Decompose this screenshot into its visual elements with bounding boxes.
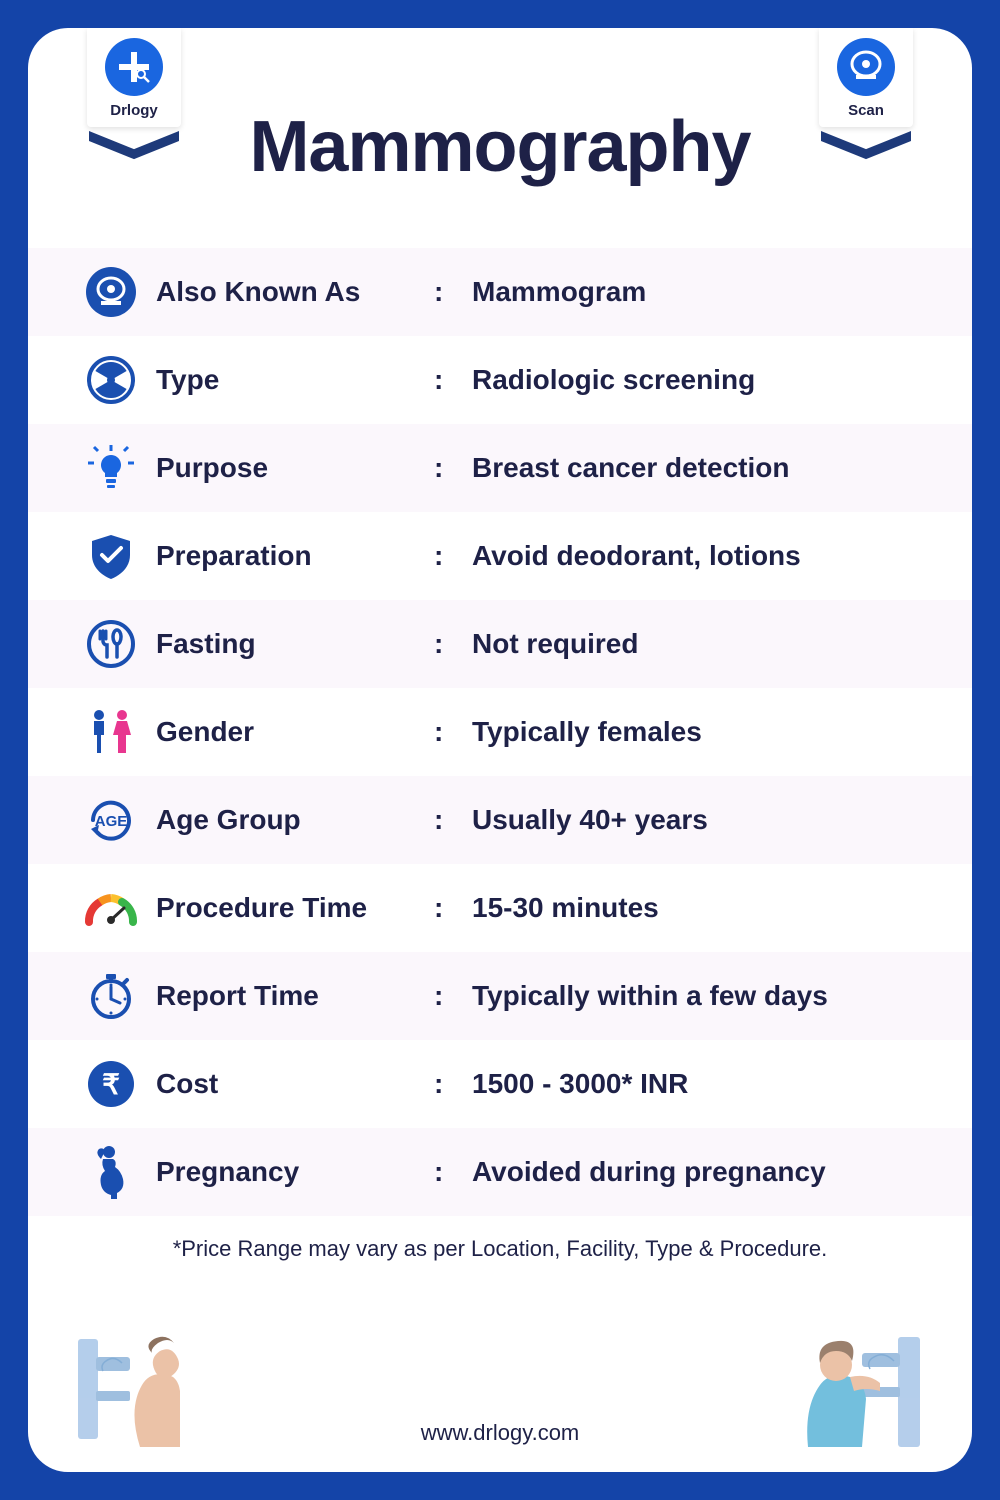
info-list: Also Known As : Mammogram Type : Radiolo…	[28, 248, 972, 1216]
ribbon-icon	[89, 131, 179, 157]
row-value: Avoid deodorant, lotions	[472, 540, 916, 572]
info-row: Preparation : Avoid deodorant, lotions	[84, 512, 916, 600]
row-separator: :	[434, 980, 454, 1012]
page-title: Mammography	[249, 106, 750, 188]
row-label: Cost	[156, 1068, 416, 1100]
row-label: Procedure Time	[156, 892, 416, 924]
row-label: Gender	[156, 716, 416, 748]
row-value: Typically within a few days	[472, 980, 916, 1012]
badge-label: Drlogy	[110, 102, 158, 119]
row-separator: :	[434, 1156, 454, 1188]
svg-text:AGE: AGE	[95, 813, 128, 830]
row-value: Radiologic screening	[472, 364, 916, 396]
row-value: Avoided during pregnancy	[472, 1156, 916, 1188]
row-label: Age Group	[156, 804, 416, 836]
badge-drlogy: Drlogy	[84, 28, 184, 157]
drlogy-icon	[105, 38, 163, 96]
row-separator: :	[434, 804, 454, 836]
row-label: Pregnancy	[156, 1156, 416, 1188]
info-row: Report Time : Typically within a few day…	[28, 952, 972, 1040]
header: Drlogy Mammography Scan	[28, 28, 972, 248]
gauge-icon	[84, 881, 138, 935]
row-separator: :	[434, 1068, 454, 1100]
row-label: Fasting	[156, 628, 416, 660]
row-value: Mammogram	[472, 276, 916, 308]
row-label: Preparation	[156, 540, 416, 572]
svg-text:₹: ₹	[102, 1069, 120, 1100]
stopwatch-icon	[84, 969, 138, 1023]
row-separator: :	[434, 628, 454, 660]
info-row: Purpose : Breast cancer detection	[28, 424, 972, 512]
rupee-icon: ₹	[84, 1057, 138, 1111]
ribbon-icon	[821, 131, 911, 157]
info-row: Fasting : Not required	[28, 600, 972, 688]
shield-icon	[84, 529, 138, 583]
info-row: ₹ Cost : 1500 - 3000* INR	[84, 1040, 916, 1128]
badge-label: Scan	[848, 102, 884, 119]
row-separator: :	[434, 892, 454, 924]
row-value: 15-30 minutes	[472, 892, 916, 924]
info-row: AGE Age Group : Usually 40+ years	[28, 776, 972, 864]
row-separator: :	[434, 540, 454, 572]
gender-icon	[84, 705, 138, 759]
info-row: Gender : Typically females	[84, 688, 916, 776]
row-value: Not required	[472, 628, 916, 660]
row-value: Breast cancer detection	[472, 452, 916, 484]
info-card: Drlogy Mammography Scan Also Known As : …	[28, 28, 972, 1472]
footnote: *Price Range may vary as per Location, F…	[28, 1236, 972, 1262]
row-value: 1500 - 3000* INR	[472, 1068, 916, 1100]
info-row: Type : Radiologic screening	[84, 336, 916, 424]
row-separator: :	[434, 452, 454, 484]
pregnancy-icon	[84, 1145, 138, 1199]
row-separator: :	[434, 364, 454, 396]
bulb-icon	[84, 441, 138, 495]
scan-icon	[84, 265, 138, 319]
row-label: Report Time	[156, 980, 416, 1012]
website-url: www.drlogy.com	[28, 1420, 972, 1446]
row-separator: :	[434, 276, 454, 308]
utensils-icon	[84, 617, 138, 671]
age-icon: AGE	[84, 793, 138, 847]
radiation-icon	[84, 353, 138, 407]
badge-scan: Scan	[816, 28, 916, 157]
info-row: Procedure Time : 15-30 minutes	[84, 864, 916, 952]
info-row: Also Known As : Mammogram	[28, 248, 972, 336]
scan-icon	[837, 38, 895, 96]
row-label: Purpose	[156, 452, 416, 484]
row-label: Type	[156, 364, 416, 396]
info-row: Pregnancy : Avoided during pregnancy	[28, 1128, 972, 1216]
row-value: Usually 40+ years	[472, 804, 916, 836]
row-separator: :	[434, 716, 454, 748]
row-label: Also Known As	[156, 276, 416, 308]
row-value: Typically females	[472, 716, 916, 748]
